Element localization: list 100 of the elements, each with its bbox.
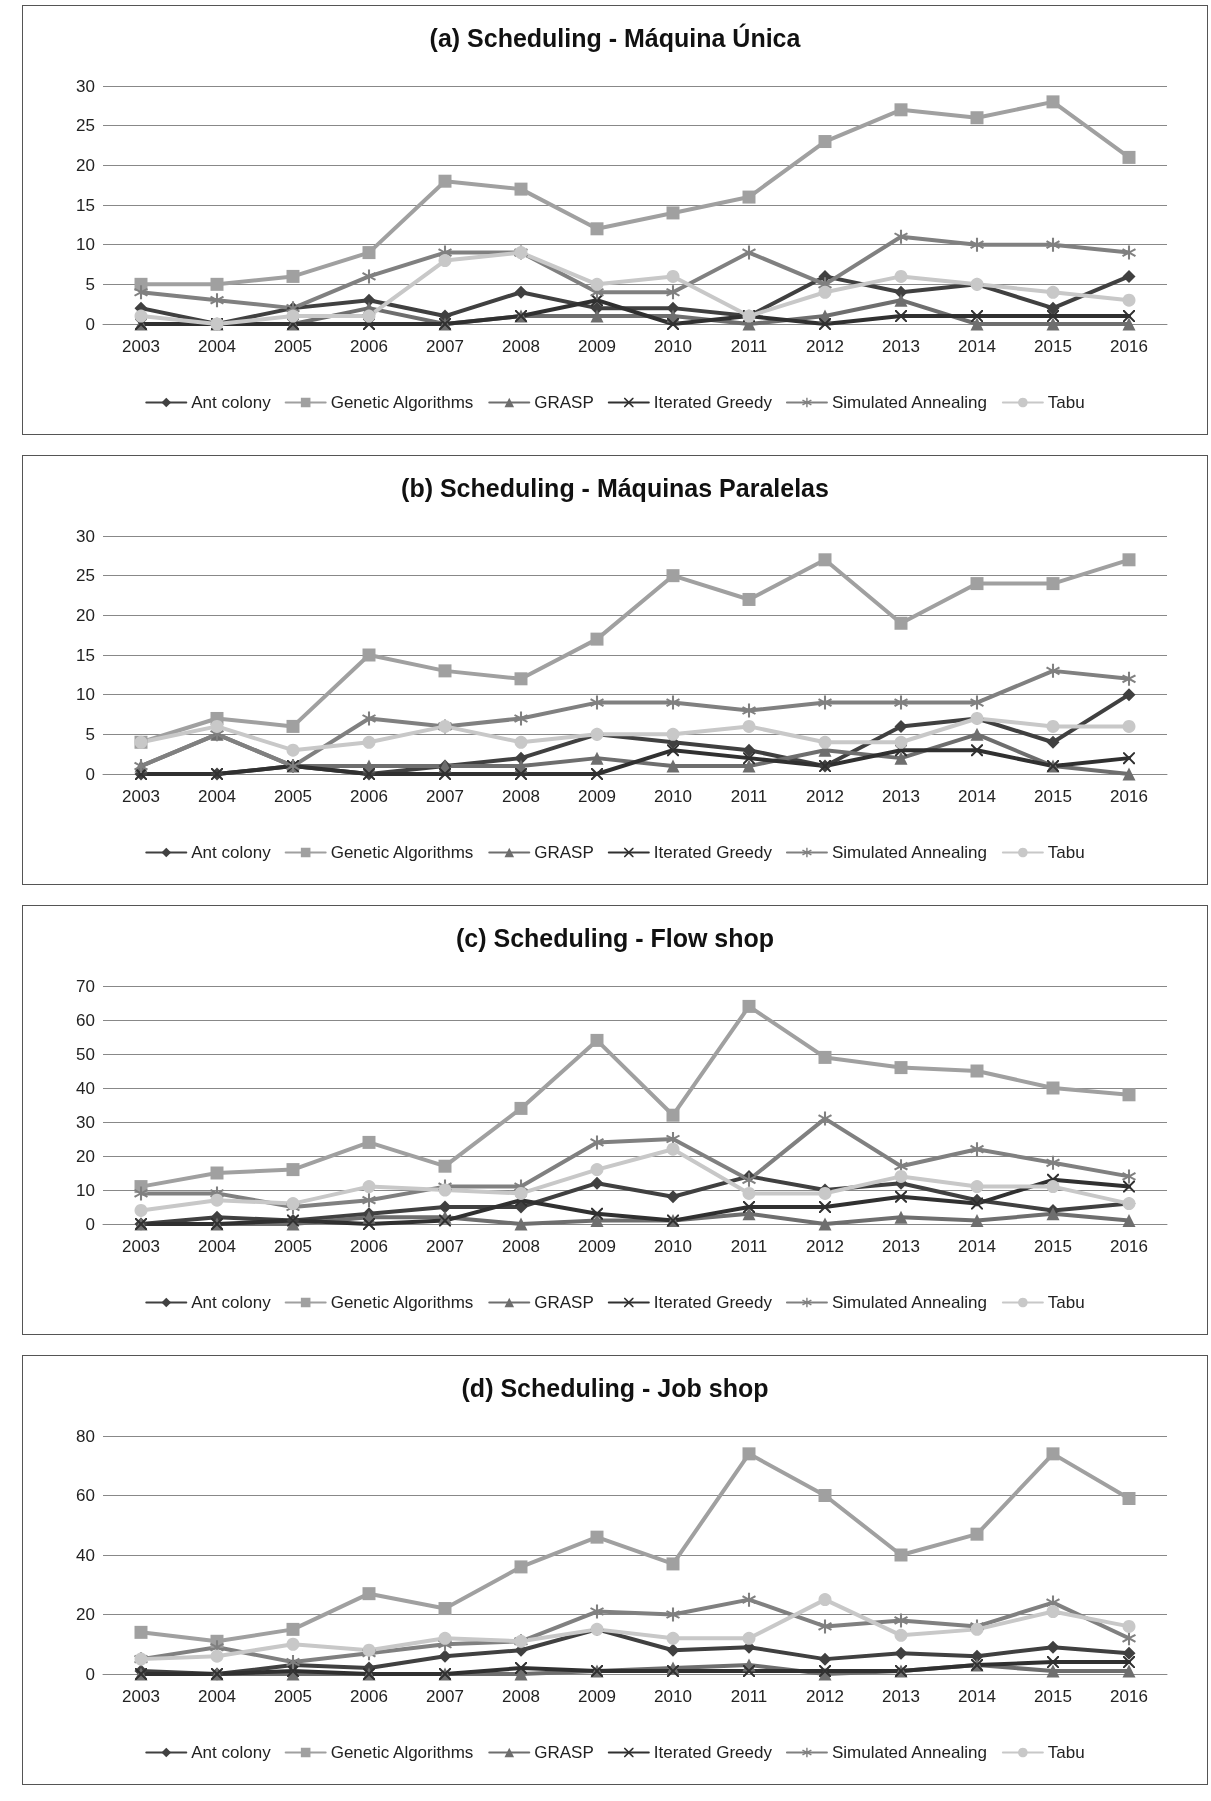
y-tick-label: 30 bbox=[76, 76, 95, 96]
legend-label: Simulated Annealing bbox=[831, 843, 987, 862]
y-tick-label: 0 bbox=[85, 1664, 95, 1684]
x-tick-label: 2010 bbox=[654, 337, 692, 356]
x-tick-label: 2012 bbox=[806, 1687, 844, 1706]
x-tick-label: 2012 bbox=[806, 1237, 844, 1256]
x-tick-label: 2008 bbox=[502, 787, 540, 806]
y-tick-label: 50 bbox=[76, 1044, 95, 1064]
y-tick-label: 60 bbox=[76, 1486, 95, 1505]
legend-label: Tabu bbox=[1047, 843, 1085, 862]
legend-label: Genetic Algorithms bbox=[330, 393, 474, 412]
y-tick-label: 5 bbox=[85, 274, 95, 294]
x-tick-label: 2012 bbox=[806, 337, 844, 356]
y-tick-label: 20 bbox=[76, 1605, 95, 1624]
x-tick-label: 2016 bbox=[1110, 1237, 1148, 1256]
y-tick-label: 10 bbox=[76, 1180, 95, 1200]
x-tick-label: 2016 bbox=[1110, 787, 1148, 806]
legend-label: Ant colony bbox=[191, 1293, 272, 1312]
x-tick-label: 2010 bbox=[654, 1237, 692, 1256]
x-tick-label: 2005 bbox=[274, 337, 312, 356]
chart-title: (a) Scheduling - Máquina Única bbox=[429, 22, 802, 52]
y-tick-label: 30 bbox=[76, 526, 95, 546]
x-tick-label: 2010 bbox=[654, 787, 692, 806]
legend-label: Ant colony bbox=[191, 393, 272, 412]
legend-label: Tabu bbox=[1047, 393, 1085, 412]
x-tick-label: 2014 bbox=[958, 787, 996, 806]
y-tick-label: 25 bbox=[76, 566, 95, 586]
y-tick-label: 15 bbox=[76, 195, 95, 215]
x-tick-label: 2008 bbox=[502, 337, 540, 356]
x-tick-label: 2004 bbox=[198, 1687, 236, 1706]
legend-label: Iterated Greedy bbox=[653, 843, 773, 862]
y-tick-label: 30 bbox=[76, 1112, 95, 1132]
x-tick-label: 2013 bbox=[882, 1687, 920, 1706]
y-tick-label: 0 bbox=[85, 764, 95, 784]
legend-label: Iterated Greedy bbox=[653, 1293, 773, 1312]
chart-title: (c) Scheduling - Flow shop bbox=[455, 923, 775, 952]
y-tick-label: 0 bbox=[85, 1214, 95, 1234]
y-tick-label: 80 bbox=[76, 1426, 95, 1446]
x-tick-label: 2006 bbox=[350, 337, 388, 356]
x-tick-label: 2013 bbox=[882, 787, 920, 806]
x-tick-label: 2003 bbox=[122, 337, 160, 356]
legend-label: Genetic Algorithms bbox=[330, 1743, 474, 1762]
x-tick-label: 2011 bbox=[730, 1687, 768, 1706]
legend-label: Ant colony bbox=[191, 1743, 272, 1762]
x-tick-label: 2014 bbox=[958, 337, 996, 356]
x-tick-label: 2013 bbox=[882, 1237, 920, 1256]
x-tick-label: 2013 bbox=[882, 337, 920, 356]
x-tick-label: 2007 bbox=[426, 1237, 464, 1256]
x-tick-label: 2004 bbox=[198, 1237, 236, 1256]
legend-label: Simulated Annealing bbox=[831, 393, 987, 412]
legend-label: Genetic Algorithms bbox=[330, 843, 474, 862]
x-tick-label: 2007 bbox=[426, 787, 464, 806]
y-tick-label: 20 bbox=[76, 1146, 95, 1166]
x-tick-label: 2006 bbox=[350, 787, 388, 806]
y-tick-label: 5 bbox=[85, 724, 95, 744]
x-tick-label: 2007 bbox=[426, 337, 464, 356]
x-tick-label: 2015 bbox=[1034, 337, 1072, 356]
y-tick-label: 20 bbox=[76, 605, 95, 625]
x-tick-label: 2016 bbox=[1110, 337, 1148, 356]
legend-label: GRASP bbox=[534, 1293, 594, 1312]
x-tick-label: 2006 bbox=[350, 1687, 388, 1706]
x-tick-label: 2015 bbox=[1034, 787, 1072, 806]
y-tick-label: 70 bbox=[76, 976, 95, 996]
x-tick-label: 2004 bbox=[198, 787, 236, 806]
y-tick-label: 10 bbox=[76, 235, 95, 255]
x-tick-label: 2011 bbox=[730, 337, 768, 356]
x-tick-label: 2005 bbox=[274, 787, 312, 806]
x-tick-label: 2003 bbox=[122, 1237, 160, 1256]
legend-label: Simulated Annealing bbox=[831, 1293, 987, 1312]
legend-label: Ant colony bbox=[191, 843, 272, 862]
legend-label: Iterated Greedy bbox=[653, 1743, 773, 1762]
y-tick-label: 15 bbox=[76, 645, 95, 665]
x-tick-label: 2009 bbox=[578, 787, 616, 806]
x-tick-label: 2010 bbox=[654, 1687, 692, 1706]
y-tick-label: 25 bbox=[76, 116, 95, 136]
x-tick-label: 2007 bbox=[426, 1687, 464, 1706]
x-tick-label: 2008 bbox=[502, 1687, 540, 1706]
legend-label: Genetic Algorithms bbox=[330, 1293, 474, 1312]
y-tick-label: 0 bbox=[85, 314, 95, 334]
x-tick-label: 2014 bbox=[958, 1687, 996, 1706]
x-tick-label: 2009 bbox=[578, 337, 616, 356]
chart-title: (b) Scheduling - Máquinas Paralelas bbox=[401, 473, 829, 502]
legend-label: Iterated Greedy bbox=[653, 393, 773, 412]
x-tick-label: 2008 bbox=[502, 1237, 540, 1256]
x-tick-label: 2014 bbox=[958, 1237, 996, 1256]
y-tick-label: 40 bbox=[76, 1078, 95, 1098]
x-tick-label: 2012 bbox=[806, 787, 844, 806]
x-tick-label: 2005 bbox=[274, 1237, 312, 1256]
x-tick-label: 2015 bbox=[1034, 1687, 1072, 1706]
x-tick-label: 2003 bbox=[122, 1687, 160, 1706]
legend-label: Tabu bbox=[1047, 1743, 1085, 1762]
legend-label: Tabu bbox=[1047, 1293, 1085, 1312]
legend-label: GRASP bbox=[534, 393, 594, 412]
x-tick-label: 2011 bbox=[730, 1237, 768, 1256]
legend-label: GRASP bbox=[534, 1743, 594, 1762]
legend-label: Simulated Annealing bbox=[831, 1743, 987, 1762]
x-tick-label: 2009 bbox=[578, 1237, 616, 1256]
x-tick-label: 2009 bbox=[578, 1687, 616, 1706]
x-tick-label: 2005 bbox=[274, 1687, 312, 1706]
y-tick-label: 10 bbox=[76, 685, 95, 705]
